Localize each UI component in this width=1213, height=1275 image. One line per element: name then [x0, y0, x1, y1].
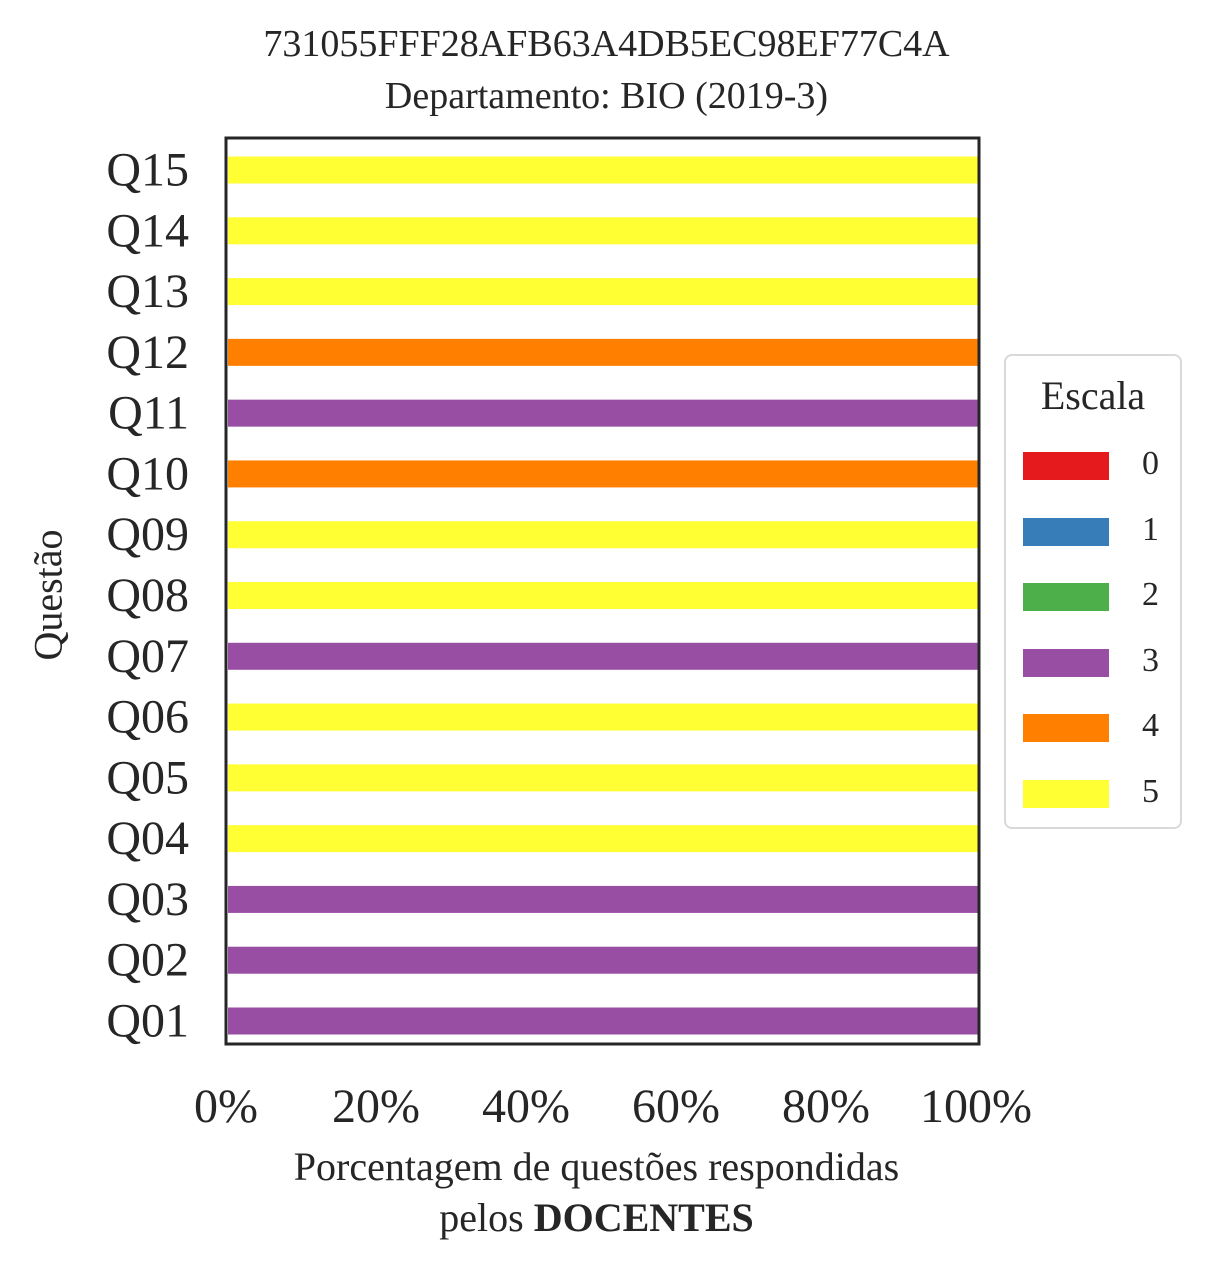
x-tick-label: 100% — [920, 1080, 1032, 1133]
y-axis-label: Questão — [25, 529, 71, 661]
legend-item-1: 1 — [1006, 510, 1180, 550]
legend-swatch — [1023, 714, 1109, 742]
legend-swatch — [1023, 517, 1109, 546]
y-tick-label: Q06 — [106, 691, 189, 744]
bar-q13-scale-5 — [228, 278, 978, 306]
bar-q01-scale-3 — [228, 1007, 978, 1035]
x-tick-label: 0% — [194, 1080, 258, 1133]
y-tick-label: Q09 — [106, 508, 189, 561]
legend-swatch — [1023, 583, 1109, 611]
x-tick-label: 40% — [482, 1080, 570, 1133]
legend-title: Escala — [1040, 373, 1146, 418]
y-tick-label: Q03 — [106, 873, 189, 926]
plot-frame — [224, 136, 981, 1046]
x-axis-label-prefix: pelos — [439, 1195, 534, 1240]
legend-label: 2 — [1142, 576, 1159, 613]
legend-item-3: 3 — [1006, 641, 1180, 681]
legend-item-2: 2 — [1006, 575, 1180, 615]
x-tick-label: 60% — [632, 1080, 720, 1133]
legend: Escala 0 1 2 3 4 5 — [1004, 354, 1182, 829]
y-tick-label: Q14 — [106, 204, 189, 257]
bar-q03-scale-3 — [228, 885, 978, 913]
bar-q04-scale-5 — [228, 825, 978, 853]
y-tick-label: Q08 — [106, 569, 189, 622]
legend-label: 5 — [1142, 772, 1159, 810]
y-tick-label: Q07 — [106, 630, 189, 683]
bar-q09-scale-5 — [228, 521, 978, 549]
bar-q02-scale-3 — [228, 946, 978, 974]
y-tick-label: Q15 — [106, 144, 189, 197]
y-tick-label: Q02 — [106, 934, 189, 987]
legend-item-4: 4 — [1006, 706, 1180, 746]
bar-q05-scale-5 — [228, 764, 978, 792]
legend-item-5: 5 — [1006, 772, 1180, 812]
bar-q07-scale-3 — [228, 642, 978, 670]
bar-q10-scale-4 — [228, 460, 978, 488]
bar-q12-scale-4 — [228, 338, 978, 366]
y-tick-label: Q13 — [106, 265, 189, 318]
y-tick-label: Q05 — [106, 751, 189, 804]
bar-q06-scale-5 — [228, 703, 978, 731]
x-axis-label-bold: DOCENTES — [533, 1195, 754, 1240]
legend-label: 0 — [1142, 445, 1159, 482]
legend-item-0: 0 — [1006, 444, 1180, 484]
y-tick-label: Q04 — [106, 812, 189, 865]
bar-q08-scale-5 — [228, 582, 978, 609]
chart-title: 731055FFF28AFB63A4DB5EC98EF77C4A — [263, 23, 950, 65]
bar-q11-scale-3 — [228, 399, 978, 427]
legend-swatch — [1023, 452, 1109, 480]
x-axis-label-line2: pelos DOCENTES — [0, 1194, 1203, 1241]
legend-swatch — [1023, 648, 1109, 677]
x-tick-label: 80% — [782, 1080, 870, 1133]
x-tick-label: 20% — [332, 1080, 420, 1133]
legend-swatch — [1023, 779, 1109, 808]
legend-label: 3 — [1142, 641, 1159, 679]
y-tick-label: Q10 — [106, 447, 189, 500]
chart-subtitle: Departamento: BIO (2019-3) — [384, 75, 829, 117]
legend-label: 1 — [1142, 510, 1159, 548]
legend-label: 4 — [1142, 707, 1159, 744]
bar-q14-scale-5 — [228, 217, 978, 245]
y-tick-label: Q11 — [108, 387, 189, 440]
y-tick-label: Q12 — [106, 326, 189, 379]
y-tick-label: Q01 — [106, 995, 189, 1048]
bar-q15-scale-5 — [228, 156, 978, 184]
x-axis-label: Porcentagem de questões respondidas — [293, 1144, 900, 1189]
